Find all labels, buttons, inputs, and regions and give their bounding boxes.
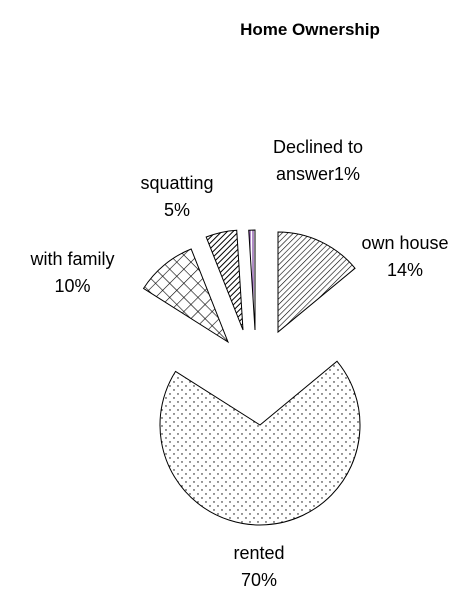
slice-label: rented 70% — [199, 540, 319, 594]
chart-title: Home Ownership — [240, 20, 380, 39]
slice-label: squatting 5% — [127, 170, 227, 224]
pie-slice — [142, 248, 230, 344]
slice-label: with family 10% — [5, 246, 140, 300]
category-label: squatting — [140, 173, 214, 193]
category-label: own house — [361, 233, 449, 253]
pie-slice — [205, 229, 244, 331]
value-label: 14% — [386, 260, 424, 280]
value-label: 70% — [240, 570, 278, 590]
value-label: 1% — [334, 164, 361, 184]
slice-label: Declined to answer1% — [258, 134, 378, 188]
pie-slice — [159, 360, 361, 526]
slice-label: own house 14% — [345, 230, 465, 284]
value-label: 5% — [163, 200, 190, 220]
category-label: with family — [30, 249, 115, 269]
pie-slice — [277, 231, 356, 334]
category-label: Declined to answer — [272, 137, 364, 184]
category-label: rented — [233, 543, 285, 563]
value-label: 10% — [54, 276, 91, 296]
pie-slice — [248, 229, 256, 331]
